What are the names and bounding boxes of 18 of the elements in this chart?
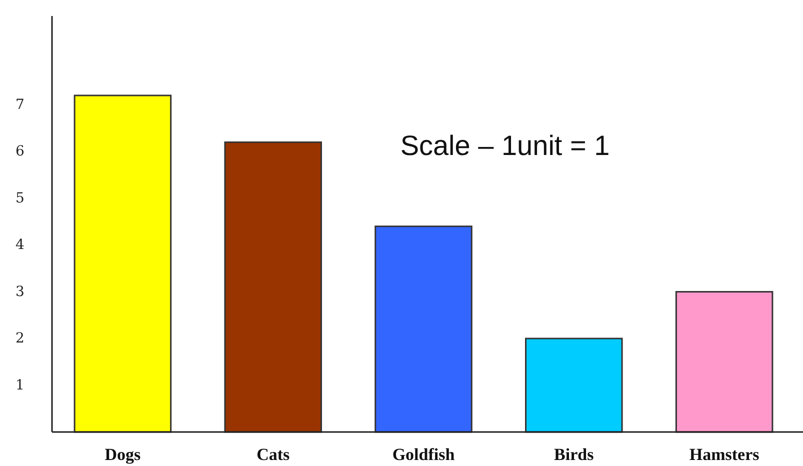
y-tick-label: 1 [16, 377, 24, 394]
y-tick-label: 3 [16, 284, 24, 300]
bar [224, 141, 322, 433]
y-tick-label: 2 [16, 330, 24, 347]
x-tick-label: Dogs [104, 445, 142, 464]
x-tick-label: Goldfish [392, 445, 456, 464]
bar [525, 338, 623, 433]
y-tick-label: 7 [16, 96, 24, 113]
bar [74, 94, 172, 433]
bar [675, 291, 774, 433]
x-tick-label: Cats [256, 445, 290, 464]
y-tick-label: 6 [16, 144, 25, 160]
annotation: Scale – 1unit = 1 [400, 130, 610, 161]
x-tick-label: Hamsters [689, 445, 760, 464]
x-tick-label: Birds [554, 445, 594, 464]
y-tick-label: 5 [16, 190, 24, 206]
bar [374, 226, 472, 433]
y-tick-label: 4 [16, 237, 25, 254]
